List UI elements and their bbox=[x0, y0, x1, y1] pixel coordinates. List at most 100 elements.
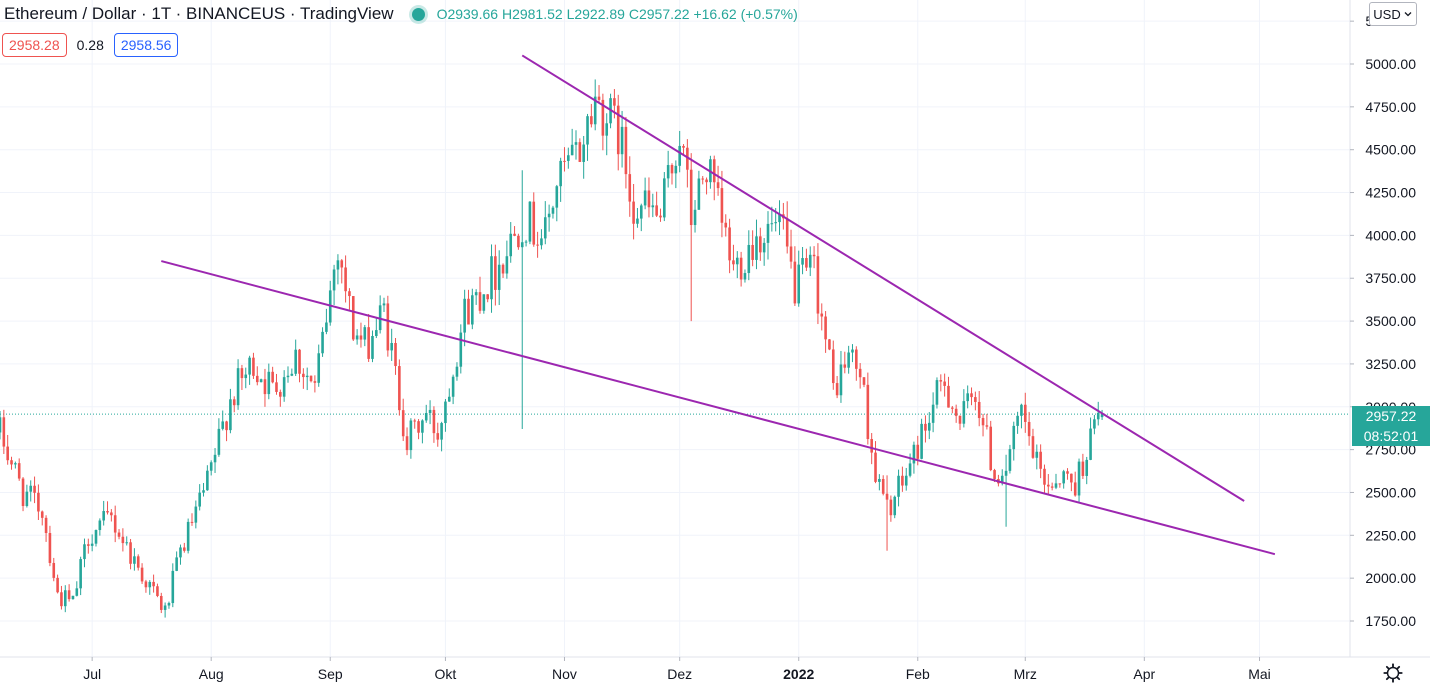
candle-body bbox=[290, 373, 294, 376]
candle-body bbox=[1047, 484, 1050, 487]
trendlines[interactable] bbox=[161, 54, 1276, 556]
price-tick-label: 3750.00 bbox=[1365, 270, 1416, 286]
candle-body bbox=[351, 296, 355, 340]
candle-body bbox=[1093, 419, 1096, 429]
candle-body bbox=[643, 190, 647, 206]
price-tick-label: 2000.00 bbox=[1365, 570, 1416, 586]
candle-body bbox=[194, 506, 198, 523]
candle-body bbox=[90, 543, 94, 546]
candle-body bbox=[148, 581, 152, 588]
candle-body bbox=[190, 521, 194, 523]
candle-body bbox=[494, 256, 497, 290]
candle-body bbox=[367, 327, 370, 359]
candle-body bbox=[202, 490, 205, 493]
candle-body bbox=[1004, 470, 1008, 476]
candle-body bbox=[901, 475, 904, 486]
candle-body bbox=[217, 428, 221, 455]
candle-body bbox=[647, 190, 651, 208]
candle-body bbox=[25, 491, 29, 507]
candle-body bbox=[440, 423, 443, 440]
ask-price[interactable]: 2958.56 bbox=[113, 33, 179, 57]
candle-body bbox=[536, 244, 539, 246]
candle-body bbox=[1008, 449, 1012, 471]
candle-body bbox=[801, 258, 804, 265]
trendline[interactable] bbox=[521, 54, 1245, 502]
candle-body bbox=[701, 178, 705, 180]
candle-body bbox=[152, 581, 155, 587]
candle-body bbox=[1073, 482, 1077, 496]
candle-body bbox=[179, 547, 182, 558]
candle-body bbox=[724, 222, 728, 228]
candle-body bbox=[309, 375, 313, 382]
currency-select[interactable]: USD bbox=[1369, 2, 1417, 26]
candle-body bbox=[1012, 425, 1016, 450]
candle-body bbox=[159, 595, 163, 610]
candle-body bbox=[927, 422, 931, 431]
candle-body bbox=[908, 463, 912, 476]
price-tick-label: 4750.00 bbox=[1365, 99, 1416, 115]
candle-body bbox=[121, 536, 125, 544]
candle-body bbox=[686, 147, 689, 170]
candle-body bbox=[355, 335, 359, 340]
candle-body bbox=[2, 417, 6, 447]
price-tick-label: 4500.00 bbox=[1365, 142, 1416, 158]
candle-body bbox=[75, 588, 79, 596]
candle-body bbox=[1035, 451, 1039, 458]
price-tick-label: 1750.00 bbox=[1365, 613, 1416, 629]
candle-body bbox=[401, 410, 405, 437]
candle-body bbox=[785, 218, 789, 247]
candle-body bbox=[286, 375, 290, 378]
price-tick-label: 4250.00 bbox=[1365, 185, 1416, 201]
symbol-title[interactable]: Ethereum / Dollar · 1T · BINANCEUS · Tra… bbox=[4, 4, 394, 23]
candle-body bbox=[924, 423, 927, 431]
time-axis[interactable]: Jul Aug Sep Okt Nov Dez 2022 Feb Mrz Apr Mai bbox=[0, 656, 1430, 682]
candle-body bbox=[167, 603, 171, 606]
candle-body bbox=[655, 205, 658, 216]
time-tick-label: Nov bbox=[552, 666, 577, 682]
candle-body bbox=[294, 349, 297, 374]
bid-price[interactable]: 2958.28 bbox=[2, 33, 67, 57]
candle-body bbox=[820, 313, 824, 317]
price-axis[interactable]: 1750.002000.002250.002500.002750.003000.… bbox=[1349, 0, 1416, 657]
candle-body bbox=[793, 261, 797, 304]
candle-body bbox=[298, 349, 301, 374]
candle-body bbox=[682, 145, 685, 148]
close-value: C2957.22 bbox=[628, 6, 690, 22]
candle-body bbox=[912, 444, 916, 464]
candle-body bbox=[570, 144, 574, 156]
candle-body bbox=[482, 294, 486, 311]
candle-body bbox=[824, 316, 827, 340]
candle-body bbox=[1066, 471, 1069, 474]
candle-body bbox=[651, 205, 655, 208]
trendline[interactable] bbox=[161, 260, 1276, 556]
candle-body bbox=[712, 159, 716, 183]
candle-body bbox=[359, 335, 363, 340]
candle-body bbox=[144, 581, 148, 588]
candle-body bbox=[916, 444, 920, 459]
candle-body bbox=[513, 233, 516, 236]
candle-body bbox=[678, 145, 681, 166]
candle-body bbox=[232, 399, 236, 406]
candle-body bbox=[348, 291, 351, 297]
candle-body bbox=[620, 126, 624, 155]
candle-body bbox=[163, 605, 167, 610]
candle-body bbox=[878, 478, 881, 482]
candle-body bbox=[755, 236, 758, 260]
gear-icon[interactable] bbox=[1382, 662, 1404, 684]
candle-body bbox=[770, 223, 774, 225]
candle-body bbox=[1085, 459, 1089, 476]
candle-body bbox=[551, 207, 555, 214]
candle-body bbox=[171, 570, 175, 604]
candle-body bbox=[421, 420, 424, 433]
time-tick-label: 2022 bbox=[783, 666, 814, 682]
candle-body bbox=[386, 303, 390, 351]
candle-body bbox=[663, 178, 666, 218]
candle-body bbox=[628, 174, 632, 202]
spread-value: 0.28 bbox=[76, 37, 104, 53]
candle-body bbox=[1016, 415, 1019, 426]
candle-body bbox=[778, 214, 781, 223]
candle-body bbox=[524, 241, 528, 243]
candle-body bbox=[1096, 412, 1100, 420]
candle-body bbox=[693, 209, 697, 226]
